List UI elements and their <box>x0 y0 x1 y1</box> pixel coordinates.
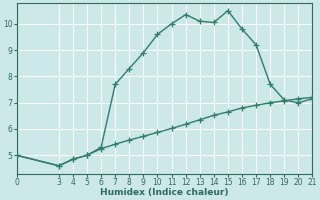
X-axis label: Humidex (Indice chaleur): Humidex (Indice chaleur) <box>100 188 229 197</box>
